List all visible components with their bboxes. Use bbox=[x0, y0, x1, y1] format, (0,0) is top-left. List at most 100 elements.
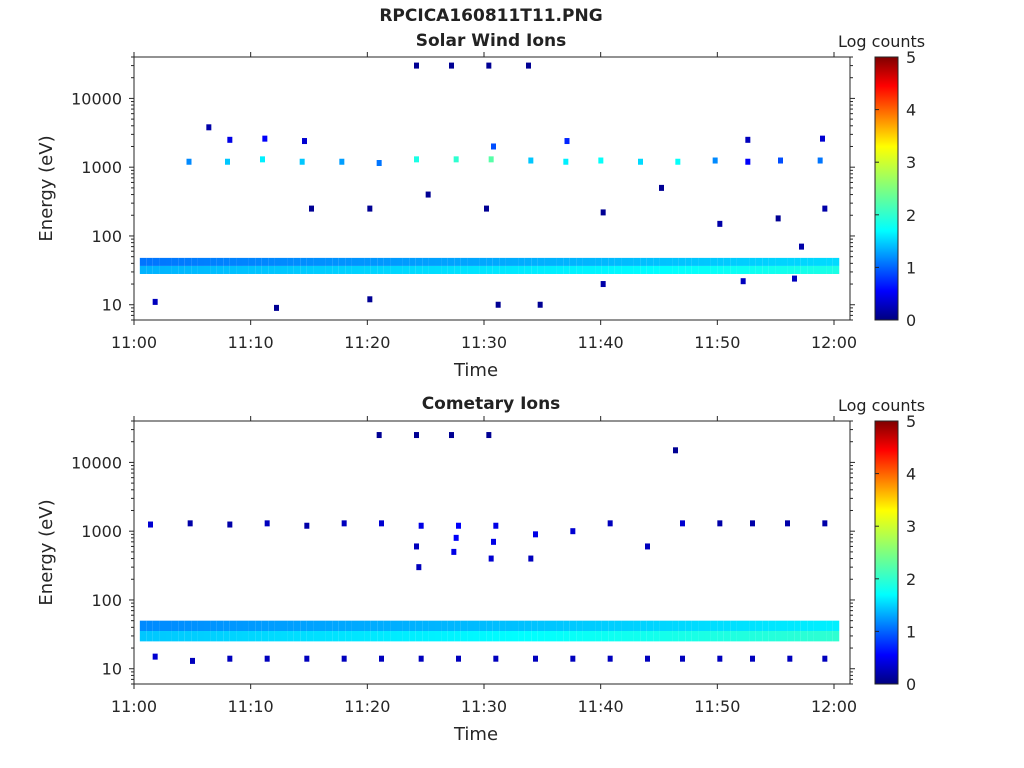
heatmap-cell bbox=[800, 257, 808, 266]
heatmap-cell bbox=[473, 620, 480, 632]
heatmap-cell bbox=[717, 620, 724, 632]
x-tick-label: 11:20 bbox=[344, 697, 390, 716]
heatmap-cell bbox=[197, 620, 204, 632]
heatmap-cell bbox=[313, 257, 320, 266]
heatmap-cell bbox=[479, 265, 487, 274]
heatmap-cell bbox=[449, 62, 454, 69]
heatmap-cell bbox=[268, 631, 275, 642]
heatmap-cell bbox=[723, 631, 731, 642]
heatmap-cell bbox=[262, 135, 268, 142]
heatmap-cell bbox=[570, 528, 576, 535]
heatmap-cell bbox=[338, 620, 346, 632]
heatmap-cell bbox=[313, 265, 320, 274]
heatmap-cell bbox=[479, 257, 487, 266]
heatmap-cell bbox=[227, 655, 233, 662]
heatmap-cell bbox=[710, 257, 718, 266]
heatmap-cell bbox=[614, 265, 622, 274]
heatmap-cell bbox=[820, 257, 827, 266]
heatmap-cell bbox=[274, 265, 281, 274]
heatmap-cell bbox=[813, 257, 820, 266]
heatmap-cell bbox=[685, 265, 692, 274]
heatmap-cell bbox=[544, 265, 551, 274]
heatmap-cell bbox=[364, 257, 371, 266]
heatmap-cell bbox=[589, 265, 596, 274]
heatmap-cell bbox=[614, 631, 622, 642]
heatmap-cell bbox=[190, 657, 195, 664]
heatmap-cell bbox=[550, 631, 557, 642]
heatmap-cell bbox=[638, 158, 643, 165]
heatmap-cell bbox=[710, 265, 718, 274]
heatmap-cell bbox=[339, 158, 345, 165]
heatmap-cell bbox=[377, 631, 384, 642]
heatmap-cell bbox=[601, 265, 609, 274]
heatmap-cell bbox=[659, 184, 664, 191]
heatmap-cell bbox=[338, 257, 346, 266]
heatmap-cell bbox=[486, 257, 493, 266]
heatmap-cell bbox=[518, 620, 525, 632]
heatmap-cell bbox=[685, 257, 692, 266]
heatmap-cell bbox=[345, 265, 352, 274]
x-tick-label: 11:30 bbox=[461, 697, 507, 716]
heatmap-cell bbox=[730, 265, 737, 274]
heatmap-cell bbox=[537, 631, 545, 642]
heatmap-cell bbox=[227, 136, 233, 143]
heatmap-cell bbox=[293, 265, 301, 274]
heatmap-cell bbox=[755, 257, 763, 266]
heatmap-cell bbox=[274, 304, 279, 311]
heatmap-cell bbox=[255, 620, 262, 632]
heatmap-cell bbox=[832, 631, 840, 642]
heatmap-cell bbox=[184, 257, 192, 266]
heatmap-cell bbox=[787, 257, 795, 266]
heatmap-cell bbox=[556, 620, 564, 632]
heatmap-cell bbox=[607, 520, 613, 527]
heatmap-cell bbox=[712, 157, 718, 164]
heatmap-cell bbox=[304, 522, 310, 529]
heatmap-cell bbox=[569, 265, 577, 274]
x-tick-label: 11:10 bbox=[228, 697, 274, 716]
heatmap-cell bbox=[787, 631, 795, 642]
heatmap-cell bbox=[755, 631, 763, 642]
x-tick-label: 11:10 bbox=[228, 333, 274, 352]
heatmap-cell bbox=[210, 631, 217, 642]
heatmap-cell bbox=[736, 257, 743, 266]
heatmap-cell bbox=[171, 620, 179, 632]
heatmap-cell bbox=[281, 631, 288, 642]
heatmap-cell bbox=[704, 631, 711, 642]
heatmap-cell bbox=[428, 265, 435, 274]
heatmap-cell bbox=[351, 257, 358, 266]
heatmap-cell bbox=[537, 265, 545, 274]
heatmap-cell bbox=[236, 265, 243, 274]
colorbar-tick-label: 1 bbox=[906, 258, 916, 277]
heatmap-cell bbox=[383, 620, 391, 632]
heatmap-cell bbox=[582, 631, 589, 642]
heatmap-cell bbox=[325, 620, 333, 632]
heatmap-cell bbox=[313, 620, 320, 632]
heatmap-cell bbox=[332, 265, 339, 274]
heatmap-cell bbox=[139, 631, 147, 642]
heatmap-cell bbox=[467, 620, 474, 632]
heatmap-cell bbox=[698, 631, 705, 642]
heatmap-cell bbox=[762, 631, 769, 642]
heatmap-cell bbox=[216, 265, 224, 274]
heatmap-cell bbox=[287, 265, 294, 274]
heatmap-cell bbox=[813, 265, 820, 274]
heatmap-cell bbox=[512, 265, 519, 274]
heatmap-cell bbox=[268, 620, 275, 632]
heatmap-cell bbox=[563, 257, 570, 266]
heatmap-cell bbox=[512, 631, 519, 642]
heatmap-cell bbox=[370, 257, 378, 266]
heatmap-cell bbox=[453, 534, 459, 541]
heatmap-cell bbox=[807, 631, 814, 642]
heatmap-cell bbox=[229, 631, 237, 642]
heatmap-cell bbox=[178, 257, 185, 266]
y-axis-label: Energy (eV) bbox=[36, 135, 57, 241]
x-tick-label: 11:40 bbox=[578, 333, 624, 352]
heatmap-cell bbox=[242, 257, 249, 266]
heatmap-cell bbox=[531, 265, 538, 274]
heatmap-cell bbox=[768, 257, 776, 266]
x-tick-label: 12:00 bbox=[811, 697, 857, 716]
heatmap-cell bbox=[302, 138, 307, 145]
heatmap-cell bbox=[799, 243, 804, 250]
heatmap-cell bbox=[807, 257, 814, 266]
heatmap-cell bbox=[768, 620, 776, 632]
